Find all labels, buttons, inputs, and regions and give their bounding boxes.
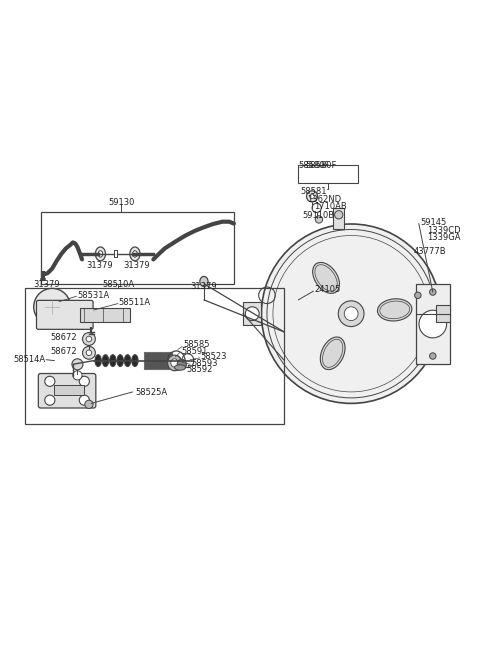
Text: 58511A: 58511A (119, 298, 151, 307)
Ellipse shape (109, 354, 116, 367)
Text: 1362ND: 1362ND (308, 195, 342, 204)
Ellipse shape (172, 356, 181, 365)
Text: 1339GA: 1339GA (427, 233, 460, 242)
Circle shape (245, 307, 259, 320)
Circle shape (89, 310, 98, 319)
Circle shape (79, 395, 89, 405)
Text: 58580F: 58580F (305, 161, 336, 170)
Text: 58585: 58585 (183, 341, 210, 350)
Circle shape (34, 288, 71, 325)
Text: 58591: 58591 (181, 347, 207, 356)
Text: 59145: 59145 (420, 218, 446, 227)
Ellipse shape (95, 354, 101, 367)
Bar (41, 212, 234, 284)
Circle shape (307, 191, 318, 202)
Circle shape (415, 292, 421, 299)
Circle shape (83, 346, 96, 359)
Text: 58531A: 58531A (77, 291, 110, 300)
Text: 59110B: 59110B (303, 211, 335, 220)
Text: 58672: 58672 (51, 333, 77, 342)
Bar (80, 309, 131, 322)
Text: 58523: 58523 (201, 352, 227, 362)
Text: 58510A: 58510A (103, 280, 135, 289)
Bar (298, 165, 358, 183)
Text: 1710AB: 1710AB (314, 202, 347, 211)
Text: 58592: 58592 (186, 365, 213, 374)
Ellipse shape (130, 247, 140, 261)
Circle shape (310, 194, 314, 198)
FancyBboxPatch shape (38, 373, 96, 408)
Text: 58580F: 58580F (299, 161, 330, 170)
Text: 58514A: 58514A (13, 355, 45, 364)
Ellipse shape (177, 359, 186, 369)
Bar (416, 284, 450, 364)
Circle shape (430, 289, 436, 295)
Text: 43777B: 43777B (413, 247, 446, 256)
Ellipse shape (200, 276, 208, 286)
FancyBboxPatch shape (36, 301, 93, 329)
Ellipse shape (175, 365, 186, 370)
Circle shape (344, 307, 358, 320)
Circle shape (72, 359, 83, 370)
Ellipse shape (102, 354, 108, 367)
Bar (436, 305, 450, 322)
Text: 58593: 58593 (192, 359, 218, 368)
Bar (54, 384, 84, 395)
Bar (24, 288, 285, 424)
Ellipse shape (132, 251, 137, 257)
Ellipse shape (312, 263, 339, 293)
Text: 31379: 31379 (123, 261, 150, 270)
Text: 24105: 24105 (314, 286, 341, 294)
Ellipse shape (320, 337, 345, 369)
Circle shape (73, 371, 82, 380)
Bar (144, 352, 172, 369)
Circle shape (335, 211, 343, 219)
Circle shape (262, 224, 441, 403)
Ellipse shape (96, 247, 106, 261)
Ellipse shape (171, 359, 178, 367)
Circle shape (79, 376, 89, 386)
Text: 58581: 58581 (300, 187, 327, 196)
Text: 31379: 31379 (34, 280, 60, 290)
Bar (144, 352, 172, 369)
Circle shape (86, 336, 92, 342)
Circle shape (85, 400, 93, 409)
Circle shape (83, 333, 96, 345)
Text: 59130: 59130 (108, 198, 134, 207)
Ellipse shape (98, 251, 103, 257)
Text: 58672: 58672 (51, 347, 77, 356)
Circle shape (419, 310, 446, 338)
Circle shape (430, 353, 436, 359)
Ellipse shape (377, 299, 412, 321)
Circle shape (86, 350, 92, 356)
Ellipse shape (124, 354, 131, 367)
Circle shape (315, 215, 323, 223)
Circle shape (338, 301, 364, 327)
Bar (243, 302, 262, 325)
Text: 58525A: 58525A (135, 388, 167, 398)
Circle shape (45, 395, 55, 405)
Circle shape (45, 376, 55, 386)
Ellipse shape (117, 354, 123, 367)
Ellipse shape (132, 354, 138, 367)
Text: 1339CD: 1339CD (427, 227, 461, 235)
Text: 31379: 31379 (86, 261, 113, 270)
Ellipse shape (168, 355, 181, 371)
Text: 31379: 31379 (190, 282, 217, 291)
Bar (333, 208, 344, 229)
